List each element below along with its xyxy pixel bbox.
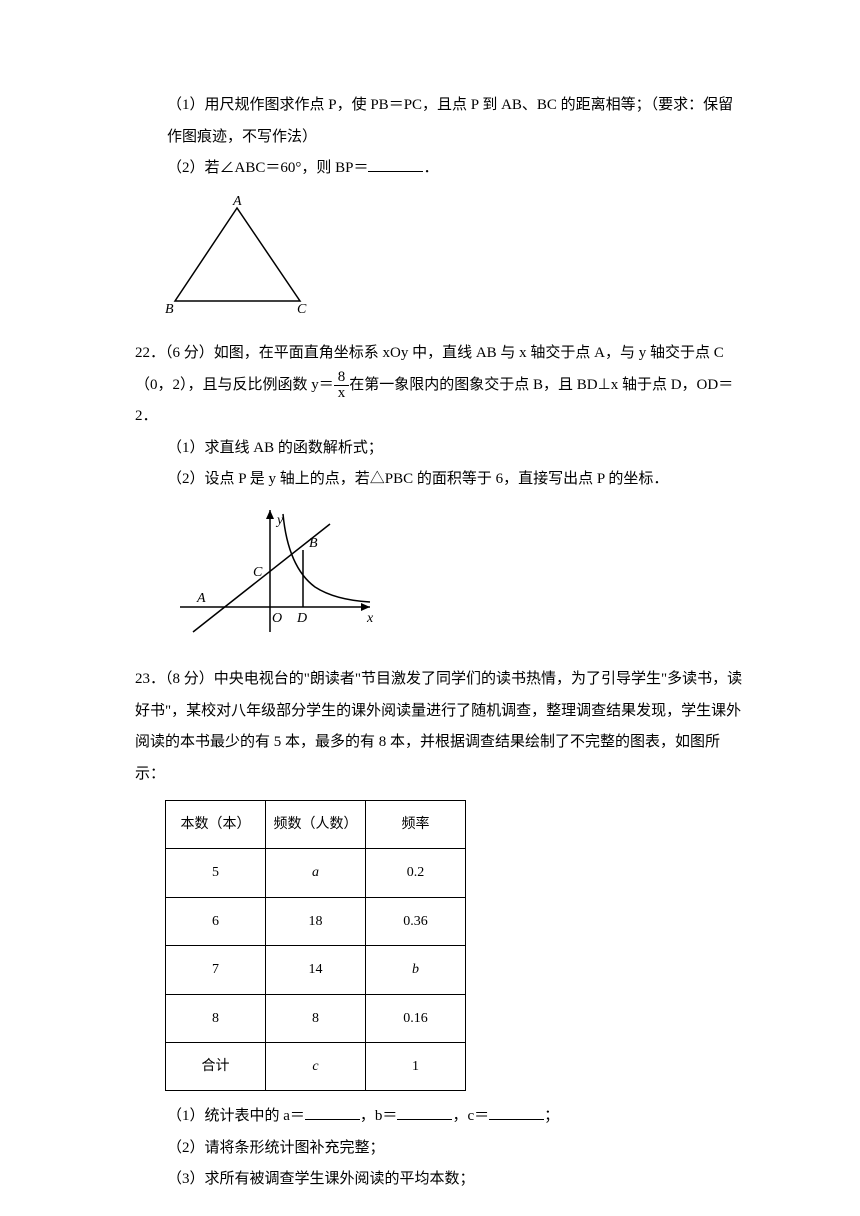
q22-part1: （1）求直线 AB 的函数解析式； [135, 433, 745, 465]
graph-label-y: y [275, 513, 284, 528]
y-equals: y＝ [311, 377, 334, 393]
table-cell: 0.36 [366, 897, 466, 945]
table-cell: 0.16 [366, 994, 466, 1042]
q21-part2: （2）若∠ABC＝60°，则 BP＝ ． [135, 153, 745, 185]
table-row: 7 14 b [166, 946, 466, 994]
table-cell: 1 [366, 1042, 466, 1090]
table-cell: 8 [266, 994, 366, 1042]
q21-blank [368, 157, 423, 172]
table-cell: 14 [266, 946, 366, 994]
q23-part1-pre: （1）统计表中的 a＝ [167, 1108, 305, 1124]
q23-intro: 23．（8 分）中央电视台的"朗读者"节目激发了同学们的读书热情，为了引导学生"… [135, 664, 745, 790]
q22-intro: 22．（6 分）如图，在平面直角坐标系 xOy 中，直线 AB 与 x 轴交于点… [135, 338, 745, 433]
table-header: 频率 [366, 801, 466, 849]
table-cell: 5 [166, 849, 266, 897]
table-cell: 18 [266, 897, 366, 945]
table-row: 本数（本） 频数（人数） 频率 [166, 801, 466, 849]
blank-a [305, 1105, 360, 1120]
graph-label-x: x [366, 611, 374, 626]
graph-label-b: B [309, 536, 318, 551]
triangle-diagram: A B C [155, 193, 325, 318]
q23-part1-mid1: ，b＝ [360, 1108, 398, 1124]
triangle-label-a: A [232, 194, 242, 209]
frac-den: x [334, 386, 350, 401]
graph-label-d: D [296, 611, 307, 626]
q21-part1: （1）用尺规作图求作点 P，使 PB＝PC，且点 P 到 AB、BC 的距离相等… [135, 90, 745, 153]
frequency-table: 本数（本） 频数（人数） 频率 5 a 0.2 6 18 0.36 7 14 b… [165, 800, 466, 1091]
blank-c [489, 1105, 544, 1120]
table-cell: 7 [166, 946, 266, 994]
table-cell: a [266, 849, 366, 897]
table-cell: 0.2 [366, 849, 466, 897]
table-row: 8 8 0.16 [166, 994, 466, 1042]
graph-label-o: O [272, 611, 282, 626]
table-cell: 合计 [166, 1042, 266, 1090]
triangle-label-c: C [297, 302, 307, 317]
table-row: 合计 c 1 [166, 1042, 466, 1090]
q23-part2: （2）请将条形统计图补充完整； [135, 1133, 745, 1165]
coordinate-graph: y x A B C O D [175, 502, 385, 642]
table-row: 5 a 0.2 [166, 849, 466, 897]
q23-part1: （1）统计表中的 a＝ ，b＝ ，c＝ ； [135, 1101, 745, 1133]
q23-part1-mid2: ，c＝ [452, 1108, 489, 1124]
frac-num: 8 [334, 370, 350, 386]
q21-part2-prefix: （2）若∠ABC＝60°，则 BP＝ [167, 160, 368, 176]
table-cell: 8 [166, 994, 266, 1042]
blank-b [397, 1105, 452, 1120]
table-cell: c [266, 1042, 366, 1090]
fraction: 8x [334, 370, 350, 401]
q23-part3: （3）求所有被调查学生课外阅读的平均本数； [135, 1164, 745, 1196]
table-cell: 6 [166, 897, 266, 945]
graph-label-c: C [253, 565, 263, 580]
graph-label-a: A [196, 591, 206, 606]
table-cell: b [366, 946, 466, 994]
q22-part2: （2）设点 P 是 y 轴上的点，若△PBC 的面积等于 6，直接写出点 P 的… [135, 464, 745, 496]
triangle-label-b: B [165, 302, 174, 317]
table-header: 本数（本） [166, 801, 266, 849]
table-header: 频数（人数） [266, 801, 366, 849]
q21-part2-suffix: ． [423, 160, 438, 176]
table-row: 6 18 0.36 [166, 897, 466, 945]
q23-part1-suf: ； [544, 1108, 559, 1124]
